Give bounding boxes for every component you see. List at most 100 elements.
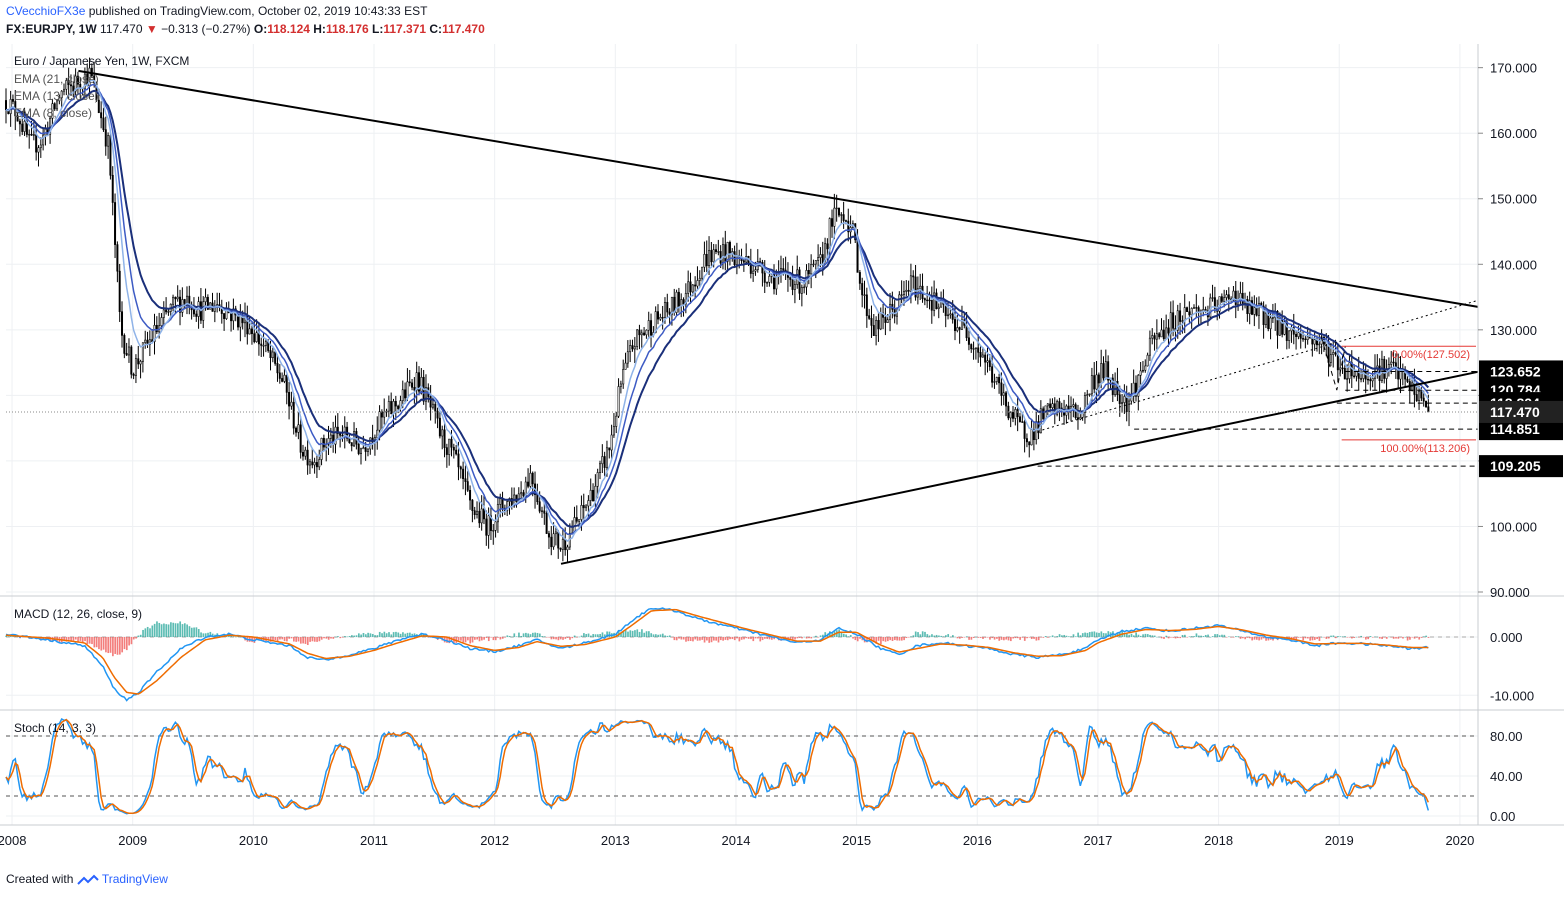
candle-body <box>297 424 300 433</box>
macd-histogram-bar <box>351 635 353 637</box>
macd-histogram-bar <box>462 636 465 643</box>
candle-body <box>1346 378 1349 380</box>
candle-body <box>148 339 151 345</box>
macd-histogram-bar <box>125 636 128 651</box>
macd-histogram-bar <box>896 636 898 641</box>
macd-histogram-bar <box>805 636 808 639</box>
macd-histogram-bar <box>1402 636 1404 639</box>
macd-histogram-bar <box>926 634 929 637</box>
macd-histogram-bar <box>942 636 945 637</box>
candle-body <box>1005 392 1008 407</box>
author-link[interactable]: CVecchioFX3e <box>6 4 86 18</box>
macd-histogram-bar <box>798 636 801 638</box>
candle-body <box>320 437 323 460</box>
candle-body <box>527 481 530 487</box>
macd-histogram-bar <box>717 636 720 643</box>
axes: 2008 2009 2010 2011 2012 2013 2014 2015 2016 2017… <box>0 44 1564 848</box>
macd-histogram-bar <box>1186 636 1189 638</box>
candle-body <box>1406 378 1409 382</box>
candle-body <box>954 319 956 331</box>
macd-histogram-bar <box>1158 636 1161 638</box>
low-label: L: <box>372 22 384 36</box>
candle-body <box>793 284 796 290</box>
macd-histogram-bar <box>1399 636 1402 638</box>
macd-histogram-bar <box>427 636 430 638</box>
macd-histogram-bar <box>1362 636 1365 638</box>
candle-body <box>1411 382 1414 391</box>
macd-histogram-bar <box>712 636 715 641</box>
stoch-pane[interactable] <box>5 717 1478 815</box>
candle-body <box>1039 408 1042 434</box>
price-pane[interactable]: 0.00%(127.502) 100.00%(113.206) <box>5 57 1479 565</box>
candle-body <box>1304 338 1307 341</box>
x-tick-label: 2015 <box>842 833 871 848</box>
close-label: C: <box>429 22 443 36</box>
candle-body <box>724 244 727 262</box>
macd-histogram-bar <box>1211 636 1214 637</box>
candle-body <box>833 207 836 227</box>
candle-body <box>1107 361 1110 381</box>
candle-body <box>496 504 499 523</box>
candle-body <box>617 386 620 417</box>
macd-histogram-bar <box>1068 636 1070 637</box>
macd-pane[interactable] <box>5 607 1478 702</box>
chart-canvas[interactable]: 0.00%(127.502)100.00%(113.206) 2008 2009 2… <box>0 44 1564 870</box>
candle-body <box>1097 374 1100 384</box>
macd-histogram-bar <box>179 621 182 637</box>
macd-histogram-bar <box>652 634 655 637</box>
symbol-label[interactable]: FX:EURJPY, 1W <box>6 22 97 36</box>
candle-body <box>1392 361 1395 364</box>
candle-body <box>701 266 704 279</box>
macd-tick-label: -10.000 <box>1490 688 1534 703</box>
level-price-label: 109.205 <box>1490 458 1541 474</box>
macd-histogram-bar <box>1072 634 1075 637</box>
candle-body <box>703 253 706 268</box>
candle-body <box>547 533 550 538</box>
macd-histogram-bar <box>1376 636 1379 638</box>
macd-histogram-bar <box>286 636 288 642</box>
macd-histogram-bar <box>77 636 79 642</box>
price-tick-label: 130.000 <box>1490 323 1537 338</box>
macd-histogram-bar <box>803 636 806 638</box>
candle-body <box>561 538 564 550</box>
macd-histogram-bar <box>1139 635 1142 637</box>
macd-histogram-bar <box>719 636 722 641</box>
candle-body <box>1267 312 1270 330</box>
macd-histogram-bar <box>483 636 485 640</box>
candle-body <box>529 472 532 487</box>
candle-body <box>1023 421 1026 439</box>
candle-body <box>262 345 265 347</box>
candle-body <box>380 411 383 418</box>
candle-body <box>564 538 567 551</box>
candle-body <box>44 128 47 136</box>
macd-histogram-bar <box>494 636 497 641</box>
candle-body <box>230 312 233 322</box>
tradingview-brand-link[interactable]: TradingView <box>101 872 168 886</box>
macd-histogram-bar <box>631 630 634 637</box>
candle-body <box>951 313 954 320</box>
macd-histogram-bar <box>1130 633 1133 637</box>
macd-histogram-bar <box>420 632 423 637</box>
x-tick-label: 2016 <box>963 833 992 848</box>
candle-body <box>875 319 878 336</box>
macd-histogram-bar <box>404 633 407 637</box>
macd-histogram-bar <box>409 632 411 637</box>
candle-body <box>974 347 977 349</box>
macd-histogram-bar <box>1079 635 1082 637</box>
macd-histogram-bar <box>1135 632 1137 637</box>
macd-histogram-bar <box>1098 632 1100 637</box>
macd-histogram-bar <box>325 636 328 639</box>
candle-body <box>582 505 585 509</box>
candle-body <box>441 429 444 437</box>
candle-body <box>1225 294 1228 298</box>
candle-body <box>842 214 845 221</box>
candle-body <box>1371 377 1374 382</box>
macd-histogram-bar <box>724 636 727 640</box>
candle-body <box>281 378 284 382</box>
macd-histogram-bar <box>928 635 931 637</box>
macd-histogram-bar <box>715 636 718 641</box>
candle-body <box>1025 438 1028 443</box>
candle-body <box>1046 403 1049 407</box>
macd-histogram-bar <box>903 636 905 641</box>
level-price-tag <box>1479 418 1563 441</box>
